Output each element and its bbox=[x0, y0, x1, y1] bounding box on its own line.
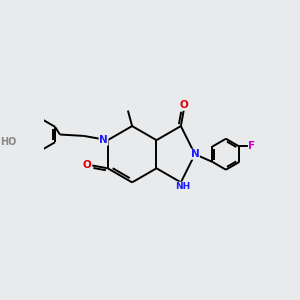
Text: N: N bbox=[190, 149, 199, 159]
Text: F: F bbox=[248, 142, 256, 152]
Text: O: O bbox=[179, 100, 188, 110]
Text: HO: HO bbox=[1, 137, 17, 147]
Text: NH: NH bbox=[175, 182, 190, 191]
Text: O: O bbox=[83, 160, 92, 170]
Text: N: N bbox=[99, 135, 108, 145]
